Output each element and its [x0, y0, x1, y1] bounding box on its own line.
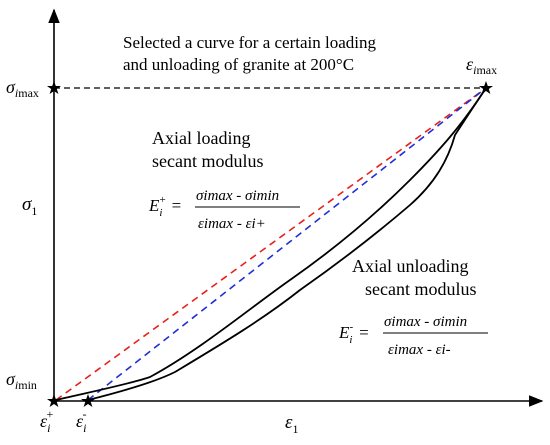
- unloading-formula-denominator: εimax - εi-: [388, 342, 451, 358]
- star-origin-marker: [47, 394, 61, 407]
- caption-line-2: and unloading of granite at 200°C: [123, 55, 354, 74]
- sigma-imin-label: σimin: [6, 369, 37, 392]
- loading-formula: Ei+ = σimax - σimin εimax - εi+: [148, 188, 300, 232]
- epsilon-imax-label: εimax: [466, 54, 497, 77]
- loading-formula-numerator: σimax - σimin: [196, 188, 279, 204]
- loading-curve: [55, 87, 487, 401]
- loading-formula-lhs: Ei+ =: [148, 194, 181, 219]
- y-axis-label: σ1: [22, 194, 37, 218]
- loading-label-line-2: secant modulus: [152, 151, 263, 171]
- star-max-marker: [479, 81, 493, 94]
- star-sigma-max-axis-marker: [47, 81, 61, 94]
- epsilon-i-minus-label: εi-: [76, 407, 86, 435]
- unloading-secant-line: [87, 87, 487, 401]
- loading-formula-denominator: εimax - εi+: [198, 216, 266, 232]
- loading-secant-line: [55, 87, 487, 401]
- unloading-formula-lhs: Ei- =: [338, 321, 369, 346]
- loading-label-line-1: Axial loading: [152, 128, 250, 148]
- sigma-imax-label: σimax: [6, 77, 39, 100]
- x-axis-label: ε1: [285, 412, 299, 436]
- unloading-formula: Ei- = σimax - σimin εimax - εi-: [338, 314, 488, 358]
- unloading-label-line-2: secant modulus: [365, 279, 476, 299]
- unloading-label-line-1: Axial unloading: [352, 256, 468, 276]
- star-epsilon-minus-marker: [81, 394, 95, 407]
- caption-line-1: Selected a curve for a certain loading: [123, 33, 376, 52]
- epsilon-i-plus-label: εi+: [40, 407, 53, 435]
- unloading-curve: [87, 87, 487, 401]
- unloading-formula-numerator: σimax - σimin: [384, 314, 467, 330]
